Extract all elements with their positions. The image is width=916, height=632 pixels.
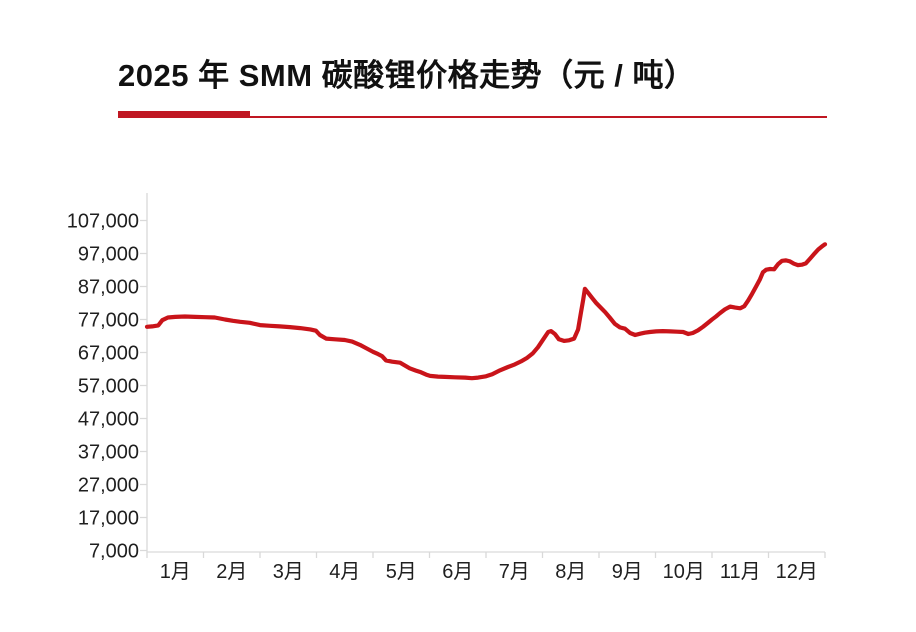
x-axis-tick-label: 12月 (776, 561, 818, 583)
y-axis-tick-label: 77,000 (78, 310, 139, 332)
y-axis-tick-label: 87,000 (78, 277, 139, 299)
x-axis-tick-label: 1月 (160, 561, 191, 583)
x-axis-tick-label: 2月 (216, 561, 247, 583)
x-axis-tick-label: 9月 (612, 561, 643, 583)
y-axis-tick-label: 47,000 (78, 409, 139, 431)
x-axis-tick-label: 11月 (720, 561, 761, 583)
x-axis-tick-label: 4月 (329, 561, 360, 583)
x-axis-tick-label: 6月 (442, 561, 473, 583)
y-axis-tick-label: 27,000 (78, 475, 139, 497)
x-axis-tick-label: 3月 (273, 561, 304, 583)
x-axis-tick-label: 10月 (663, 561, 705, 583)
axes-lines (146, 193, 825, 553)
y-axis-tick-label: 57,000 (78, 376, 139, 398)
price-line (144, 242, 828, 381)
y-axis-tick-label: 37,000 (78, 442, 139, 464)
x-axis-tick-label: 5月 (386, 561, 417, 583)
x-axis-tick-label: 8月 (555, 561, 586, 583)
y-axis-tick-label: 7,000 (89, 541, 139, 563)
y-axis-tick-label: 107,000 (67, 211, 139, 233)
y-axis-tick-label: 97,000 (78, 244, 139, 266)
page-title: 2025 年 SMM 碳酸锂价格走势（元 / 吨） (118, 58, 696, 93)
y-axis-tick-label: 17,000 (78, 508, 139, 530)
y-axis-tick-label: 67,000 (78, 343, 139, 365)
x-axis-tick-label: 7月 (499, 561, 530, 583)
